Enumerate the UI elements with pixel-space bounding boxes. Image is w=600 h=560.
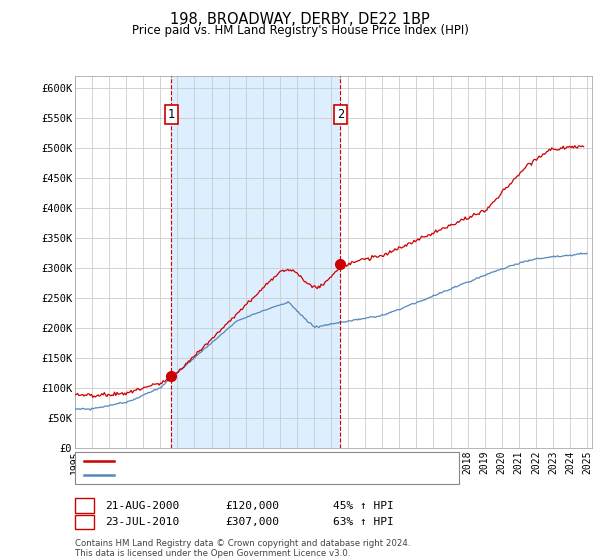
Text: 2: 2 — [81, 515, 88, 529]
Text: 45% ↑ HPI: 45% ↑ HPI — [333, 501, 394, 511]
Text: Price paid vs. HM Land Registry's House Price Index (HPI): Price paid vs. HM Land Registry's House … — [131, 24, 469, 37]
Text: 198, BROADWAY, DERBY, DE22 1BP (detached house): 198, BROADWAY, DERBY, DE22 1BP (detached… — [121, 456, 415, 466]
Text: 21-AUG-2000: 21-AUG-2000 — [105, 501, 179, 511]
Text: Contains HM Land Registry data © Crown copyright and database right 2024.
This d: Contains HM Land Registry data © Crown c… — [75, 539, 410, 558]
Text: 198, BROADWAY, DERBY, DE22 1BP: 198, BROADWAY, DERBY, DE22 1BP — [170, 12, 430, 27]
Bar — [171, 76, 340, 448]
Text: 23-JUL-2010: 23-JUL-2010 — [105, 517, 179, 527]
Text: 2: 2 — [337, 108, 344, 121]
Text: £120,000: £120,000 — [225, 501, 279, 511]
Text: HPI: Average price, detached house, City of Derby: HPI: Average price, detached house, City… — [121, 470, 395, 480]
Text: 1: 1 — [168, 108, 175, 121]
Text: £307,000: £307,000 — [225, 517, 279, 527]
Text: 1: 1 — [81, 499, 88, 512]
Text: 63% ↑ HPI: 63% ↑ HPI — [333, 517, 394, 527]
